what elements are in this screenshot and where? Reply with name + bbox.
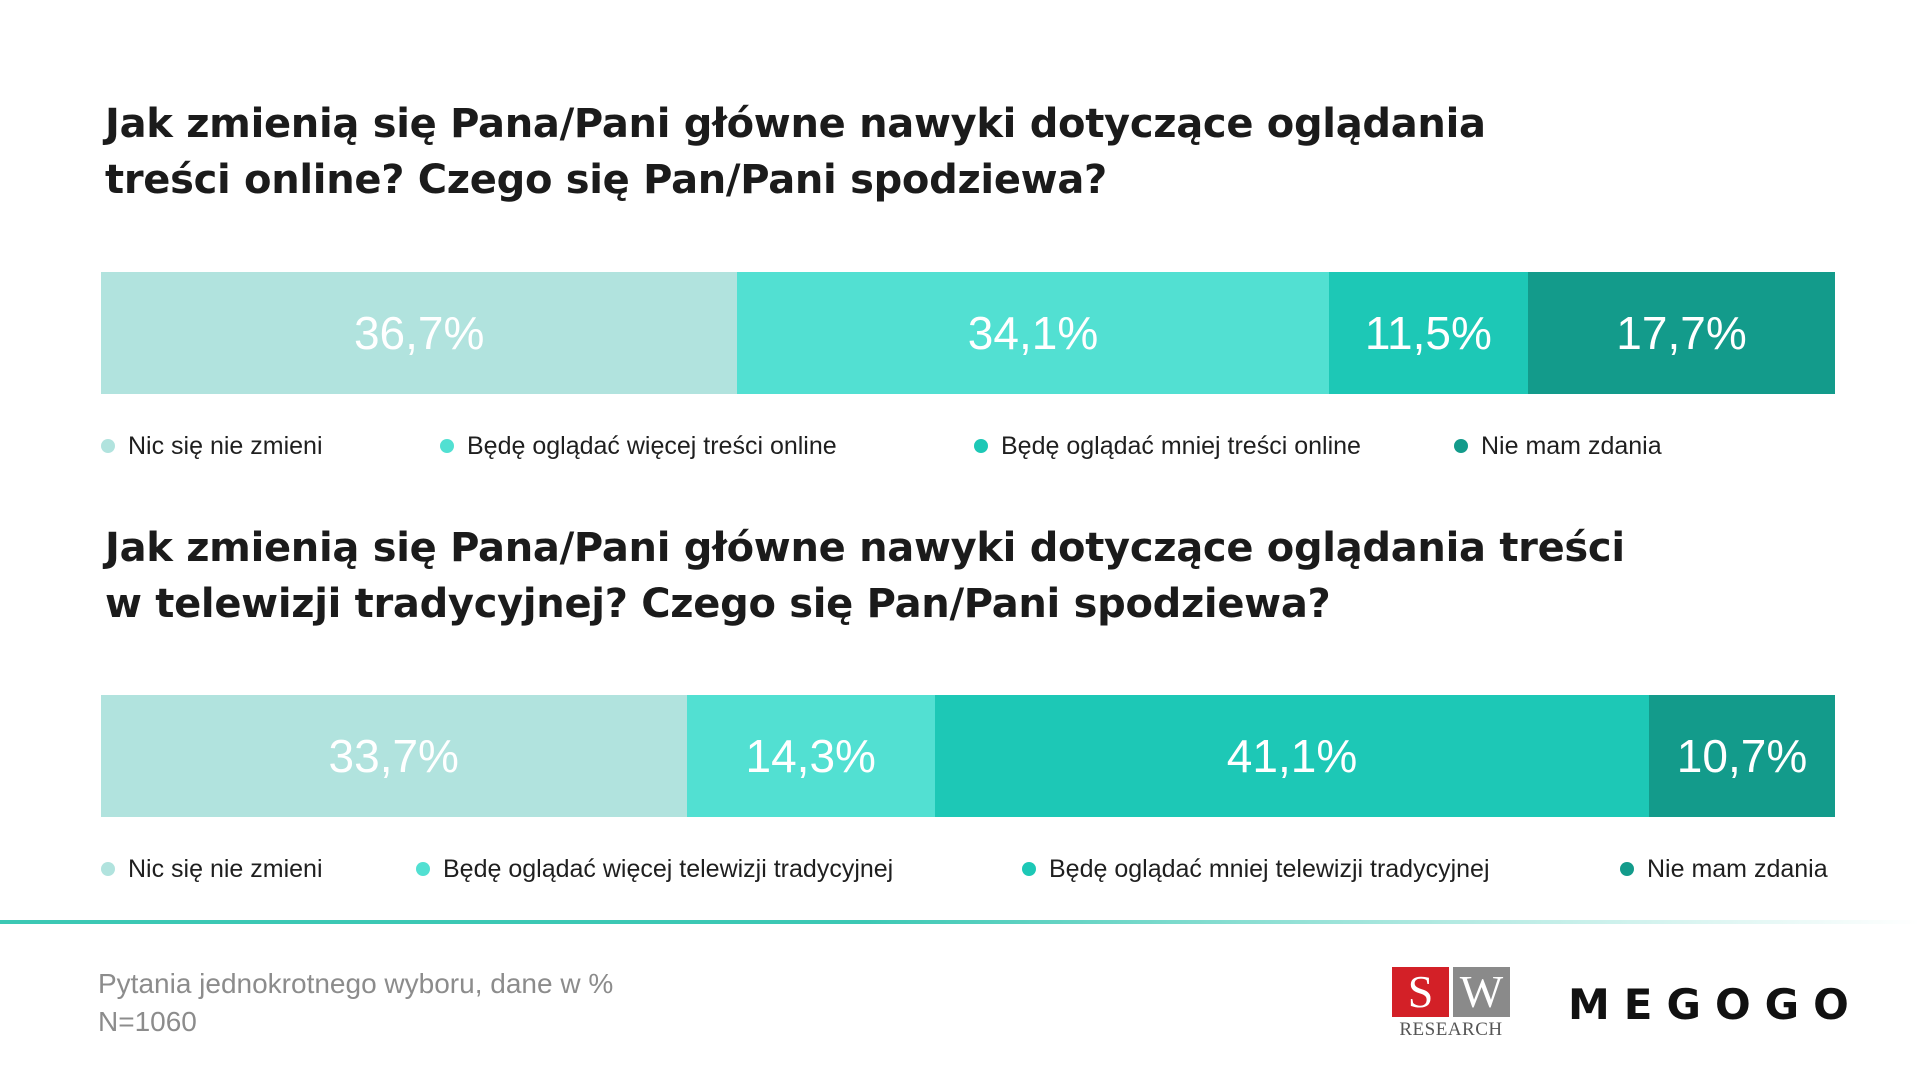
chart-1-title: Jak zmienią się Pana/Pani główne nawyki … <box>105 96 1486 208</box>
chart-1-data-label-3: 11,5% <box>1364 307 1492 359</box>
chart-2-segment-3: 41,1% <box>934 695 1650 817</box>
chart-1-data-label-4: 17,7% <box>1616 307 1747 359</box>
sw-logo-w: W <box>1453 967 1510 1017</box>
chart-2-data-label-2: 14,3% <box>745 730 876 782</box>
chart-2-legend-item-2: Będę oglądać więcej telewizji tradycyjne… <box>416 849 893 889</box>
chart-2-data-label-1: 33,7% <box>328 730 459 782</box>
chart-2-legend-item-4: Nie mam zdania <box>1620 849 1828 889</box>
sw-logo-s: S <box>1392 967 1449 1017</box>
chart-2-legend-label-4: Nie mam zdania <box>1647 854 1828 883</box>
chart-2-legend-item-1: Nic się nie zmieni <box>101 849 323 889</box>
megogo-logo: MEGOGO <box>1568 980 1863 1029</box>
legend-dot-icon <box>416 862 430 876</box>
chart-1-segment-4: 17,7% <box>1528 272 1835 394</box>
sw-logo-research-text: RESEARCH <box>1399 1019 1503 1040</box>
sw-research-logo: S W RESEARCH <box>1392 967 1510 1041</box>
chart-2-title-line-1: Jak zmienią się Pana/Pani główne nawyki … <box>105 525 1625 571</box>
chart-2-stacked-bar: 33,7% 14,3% 41,1% 10,7% <box>101 695 1835 817</box>
chart-1-legend-item-3: Będę oglądać mniej treści online <box>974 426 1361 466</box>
chart-1-legend-label-1: Nic się nie zmieni <box>128 431 323 460</box>
chart-1-legend-item-4: Nie mam zdania <box>1454 426 1662 466</box>
legend-dot-icon <box>1022 862 1036 876</box>
chart-1-stacked-bar: 36,7% 34,1% 11,5% 17,7% <box>101 272 1835 394</box>
chart-1-legend-label-4: Nie mam zdania <box>1481 431 1662 460</box>
chart-2-segment-4: 10,7% <box>1649 695 1835 817</box>
chart-2-segment-2: 14,3% <box>686 695 935 817</box>
chart-2-title: Jak zmienią się Pana/Pani główne nawyki … <box>105 520 1625 632</box>
footer-divider <box>0 920 1920 924</box>
chart-2-data-label-4: 10,7% <box>1676 730 1808 782</box>
sw-logo-boxes: S W <box>1392 967 1510 1017</box>
chart-1-legend-label-2: Będę oglądać więcej treści online <box>467 431 837 460</box>
chart-1-title-line-2: treści online? Czego się Pan/Pani spodzi… <box>105 157 1107 203</box>
chart-1-segment-1: 36,7% <box>101 272 738 394</box>
legend-dot-icon <box>1620 862 1634 876</box>
chart-2-title-line-2: w telewizji tradycyjnej? Czego się Pan/P… <box>105 581 1331 627</box>
chart-1-title-line-1: Jak zmienią się Pana/Pani główne nawyki … <box>105 101 1486 147</box>
legend-dot-icon <box>101 439 115 453</box>
chart-1-segment-3: 11,5% <box>1328 272 1529 394</box>
chart-1-legend-label-3: Będę oglądać mniej treści online <box>1001 431 1361 460</box>
chart-1-legend-item-2: Będę oglądać więcej treści online <box>440 426 837 466</box>
chart-2-data-label-3: 41,1% <box>1226 730 1358 782</box>
chart-1-data-label-1: 36,7% <box>353 307 485 359</box>
legend-dot-icon <box>974 439 988 453</box>
footnote-sample-size: N=1060 <box>98 1006 197 1037</box>
chart-2-legend-label-3: Będę oglądać mniej telewizji tradycyjnej <box>1049 854 1490 883</box>
chart-1-legend: Nic się nie zmieni Będę oglądać więcej tr… <box>101 426 1861 466</box>
chart-2-legend: Nic się nie zmieni Będę oglądać więcej te… <box>101 849 1861 889</box>
chart-2-segment-1: 33,7% <box>101 695 687 817</box>
chart-2-legend-label-1: Nic się nie zmieni <box>128 854 323 883</box>
chart-2-legend-item-3: Będę oglądać mniej telewizji tradycyjnej <box>1022 849 1490 889</box>
chart-2-legend-label-2: Będę oglądać więcej telewizji tradycyjne… <box>443 854 894 883</box>
legend-dot-icon <box>440 439 454 453</box>
footnote-question-type: Pytania jednokrotnego wyboru, dane w % <box>98 968 614 999</box>
legend-dot-icon <box>101 862 115 876</box>
chart-1-data-label-2: 34,1% <box>967 307 1099 359</box>
chart-1-segment-2: 34,1% <box>737 272 1329 394</box>
legend-dot-icon <box>1454 439 1468 453</box>
chart-1-legend-item-1: Nic się nie zmieni <box>101 426 323 466</box>
